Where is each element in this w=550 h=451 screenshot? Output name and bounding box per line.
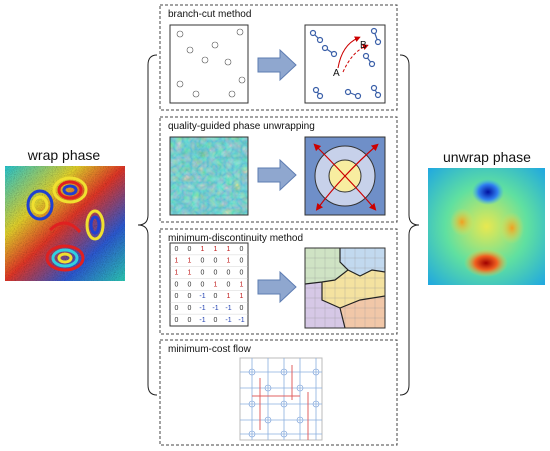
matrix-cell: 1	[227, 258, 231, 265]
matrix-cell: 0	[201, 281, 205, 288]
unwrap-image	[428, 168, 545, 285]
matrix-cell: 0	[175, 317, 179, 324]
matrix-cell: 1	[201, 246, 205, 253]
matrix-cell: 0	[240, 246, 244, 253]
matrix-cell: 0	[175, 281, 179, 288]
matrix-cell: 0	[240, 305, 244, 312]
matrix-cell: 0	[175, 293, 179, 300]
min-cost-flow	[239, 357, 323, 441]
matrix-cell: 0	[214, 293, 218, 300]
matrix-cell: 0	[201, 269, 205, 276]
matrix-cell: -1	[225, 317, 231, 324]
wrap-label: wrap phase	[27, 147, 101, 163]
branch-cut-left	[169, 24, 249, 104]
matrix-cell: 0	[188, 246, 192, 253]
matrix-cell: 0	[214, 258, 218, 265]
matrix-cell: 0	[240, 269, 244, 276]
matrix-cell: -1	[199, 317, 205, 324]
matrix-cell: 0	[188, 305, 192, 312]
matrix-cell: 0	[188, 281, 192, 288]
matrix-cell: -1	[199, 293, 205, 300]
matrix-cell: 0	[214, 269, 218, 276]
matrix-cell: -1	[199, 305, 205, 312]
matrix-cell: 0	[175, 305, 179, 312]
matrix-cell: 0	[214, 317, 218, 324]
matrix-cell: 0	[188, 293, 192, 300]
matrix-cell: -1	[238, 317, 244, 324]
arrows	[257, 48, 297, 304]
method-boxes	[159, 4, 398, 446]
method-title: minimum-discontinuity method	[168, 233, 303, 244]
path-label: A	[333, 68, 340, 79]
matrix-cell: 0	[188, 317, 192, 324]
right-brace	[399, 54, 420, 396]
matrix-cell: -1	[225, 305, 231, 312]
matrix-cell: 0	[201, 258, 205, 265]
discontinuity-right	[304, 247, 386, 329]
path-label: B	[360, 40, 367, 51]
quality-right	[304, 136, 386, 216]
matrix-cell: 1	[214, 281, 218, 288]
method-title: branch-cut method	[168, 9, 251, 20]
wrap-image	[5, 166, 125, 281]
left-brace	[137, 54, 158, 396]
matrix-cell: 1	[188, 269, 192, 276]
matrix: 0 0 1 1 1 0 1 1 0 0 1 0 1 1 0 0 0 0 0 0 0 1 0 1 0 0 -1 0 1 1 0 0 -1 -1 -1 0…	[169, 242, 249, 327]
unwrap-label: unwrap phase	[443, 149, 531, 165]
matrix-cell: -1	[212, 305, 218, 312]
quality-left	[169, 136, 249, 216]
matrix-cell: 0	[175, 246, 179, 253]
matrix-cell: 1	[175, 269, 179, 276]
matrix-cell: 1	[214, 246, 218, 253]
matrix-cell: 0	[227, 269, 231, 276]
matrix-cell: 0	[227, 281, 231, 288]
matrix-cell: 1	[227, 293, 231, 300]
matrix-cell: 0	[240, 258, 244, 265]
matrix-cell: 1	[240, 281, 244, 288]
matrix-cell: 1	[175, 258, 179, 265]
method-title: minimum-cost flow	[168, 344, 252, 355]
method-title: quality-guided phase unwrapping	[168, 121, 315, 132]
matrix-cell: 1	[227, 246, 231, 253]
matrix-cell: 1	[188, 258, 192, 265]
branch-cut-right	[304, 24, 386, 104]
matrix-cell: 1	[240, 293, 244, 300]
